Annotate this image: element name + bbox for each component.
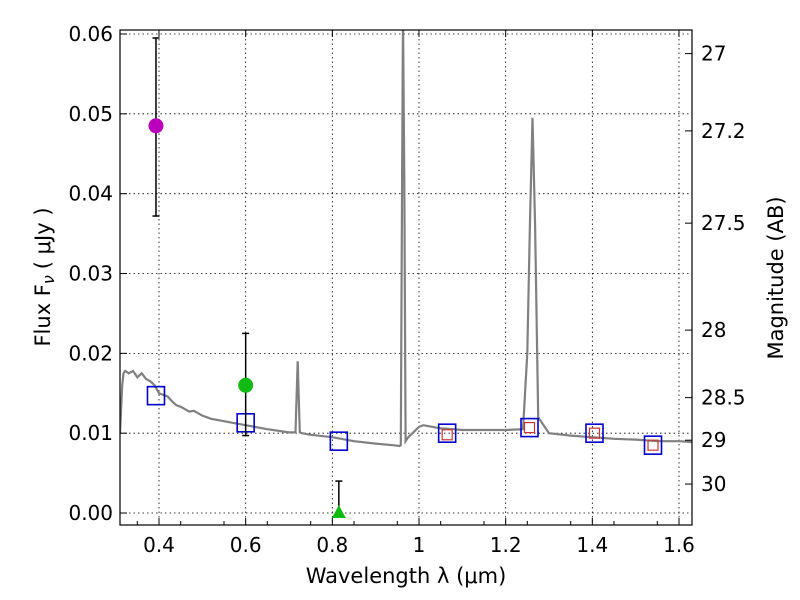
model-band-point [643, 435, 663, 455]
x-tick-label: 1 [413, 533, 426, 557]
y-axis-label-units: ( μJy ) [31, 207, 55, 269]
x-tick-label: 0.6 [230, 533, 262, 557]
model-band-point [585, 423, 604, 443]
x-axis-label: Wavelength λ (μm) [306, 564, 507, 588]
model-band-inner-point [647, 439, 659, 451]
model-band-inner-point [523, 421, 536, 434]
observed-point [238, 377, 254, 393]
model-band-inner-point [441, 429, 453, 441]
y-tick-label: 0.06 [68, 22, 113, 46]
grid [120, 30, 692, 525]
y-tick-label: 0.03 [68, 262, 113, 286]
mag-tick-label: 29 [701, 428, 726, 452]
y-tick-label: 0.04 [68, 182, 113, 206]
data-marks [146, 37, 663, 519]
observed-point [148, 118, 164, 134]
y-tick-label: 0.01 [68, 421, 113, 445]
x-tick-label: 1.6 [663, 533, 695, 557]
model-band-point [329, 431, 349, 451]
mag-tick-label: 27.2 [701, 119, 746, 143]
x-tick-label: 0.4 [143, 533, 175, 557]
y-axis-label-main: Flux F [31, 284, 55, 346]
y-tick-label: 0.05 [68, 102, 113, 126]
y-tick-label: 0.00 [68, 501, 113, 525]
axis-ticks: 0.4 0.6 0.8 1 1.2 1.4 1.6 0.00 0.01 0.02 0.03 0.04 0… [68, 22, 745, 557]
x-tick-label: 1.2 [490, 533, 522, 557]
model-band-point [520, 417, 539, 438]
spectrum-line [120, 30, 692, 448]
mag-tick-label: 27.5 [701, 211, 746, 235]
mag-tick-label: 28 [701, 318, 726, 342]
model-band-point [146, 385, 166, 406]
mag-tick-label: 30 [701, 472, 726, 496]
mag-tick-label: 27 [701, 42, 726, 66]
svg-text:Flux Fν( μJy ): Flux Fν ( μJy ) [31, 207, 58, 346]
y2-axis-label: Magnitude (AB) [764, 196, 788, 359]
mag-tick-label: 28.5 [701, 386, 746, 410]
y-axis-label: Flux Fν ( μJy ) [31, 207, 58, 346]
x-tick-label: 0.8 [316, 533, 348, 557]
y-axis-label-sub: ν [39, 275, 58, 284]
model-band-inner-point [588, 427, 601, 439]
y-tick-label: 0.02 [68, 341, 113, 365]
x-tick-label: 1.4 [576, 533, 608, 557]
upper-limit-marker [331, 505, 346, 519]
model-band-point [437, 423, 457, 443]
plot-frame [119, 29, 693, 526]
